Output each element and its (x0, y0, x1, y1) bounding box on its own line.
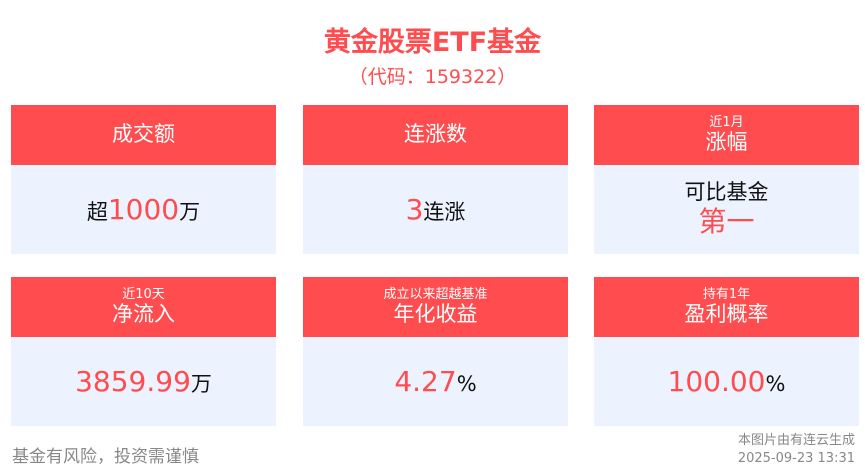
card-label: 年化收益 (393, 302, 478, 327)
card-sublabel: 近1月 (709, 114, 744, 130)
card-line: 可比基金 (684, 180, 769, 205)
card-label: 连涨数 (404, 122, 467, 147)
card-value: 4.27 (394, 364, 457, 398)
timestamp: 2025-09-23 13:31 (737, 450, 855, 466)
risk-disclaimer: 基金有风险，投资需谨慎 (12, 447, 199, 467)
card-consecutive-rise: 连涨数 3连涨 (303, 105, 568, 254)
card-label: 净流入 (112, 302, 175, 327)
card-sublabel: 成立以来超越基准 (383, 286, 488, 302)
card-net-inflow: 近10天 净流入 3859.99万 (11, 277, 276, 426)
card-unit: % (765, 371, 786, 396)
fund-code: （代码：159322） (348, 66, 517, 88)
card-label: 盈利概率 (684, 302, 769, 327)
card-value: 第一 (698, 205, 755, 239)
card-unit: % (456, 371, 477, 396)
page-title: 黄金股票ETF基金 (323, 27, 542, 58)
card-value: 3 (405, 192, 424, 226)
card-value: 1000 (107, 192, 180, 226)
card-sublabel: 持有1年 (702, 286, 751, 302)
card-unit: 万 (179, 199, 201, 224)
card-value: 100.00 (667, 364, 766, 398)
card-unit: 万 (190, 371, 212, 396)
card-prefix: 超 (86, 199, 108, 224)
card-label: 涨幅 (705, 130, 748, 155)
card-value: 3859.99 (75, 364, 191, 398)
card-annual-return: 成立以来超越基准 年化收益 4.27% (303, 277, 568, 426)
footer-source: 本图片由有连云生成 2025-09-23 13:31 (738, 432, 855, 467)
source-text: 本图片由有连云生成 (737, 433, 855, 448)
card-monthly-gain: 近1月 涨幅 可比基金 第一 (594, 105, 859, 254)
card-sublabel: 近10天 (122, 286, 165, 302)
card-profit-probability: 持有1年 盈利概率 100.00% (594, 277, 859, 426)
card-label: 成交额 (112, 122, 175, 147)
card-turnover: 成交额 超1000万 (11, 105, 276, 254)
card-unit: 连涨 (423, 199, 466, 224)
